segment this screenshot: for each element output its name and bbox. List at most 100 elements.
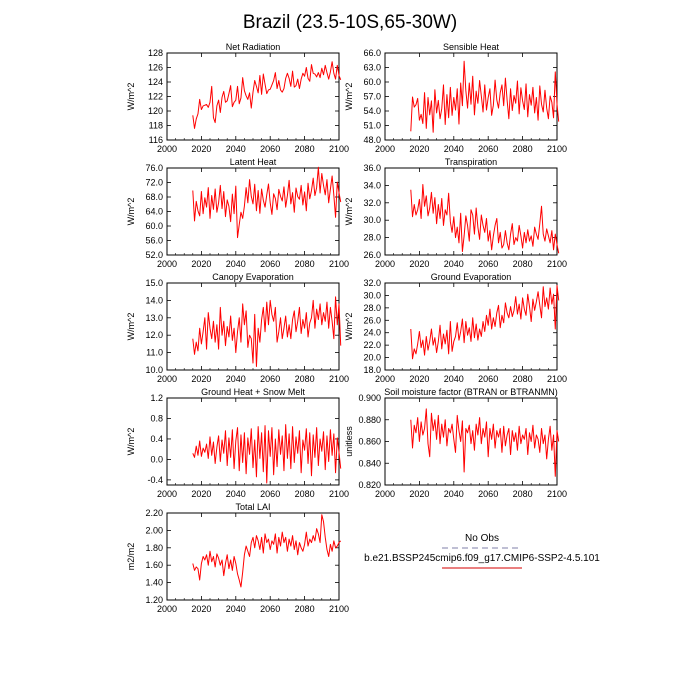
x-tick-label: 2040 [226,489,246,499]
series-line [192,296,342,368]
x-tick-label: 2000 [157,604,177,614]
x-tick-label: 2100 [329,259,349,269]
y-tick-label: 30.0 [363,215,381,225]
legend-model-label: b.e21.BSSP245cmip6.f09_g17.CMIP6-SSP2-4.… [364,553,600,564]
y-tick-label: 26.0 [363,315,381,325]
panel-title: Soil moisture factor (BTRAN or BTRANMN) [384,387,558,397]
x-tick-label: 2060 [260,489,280,499]
figure-title: Brazil (23.5-10S,65-30W) [243,12,457,33]
x-tick-label: 2060 [478,374,498,384]
x-tick-label: 2080 [513,144,533,154]
y-tick-label: 76.0 [145,163,163,173]
y-tick-label: 30.0 [363,290,381,300]
y-tick-label: 0.880 [358,415,381,425]
y-tick-label: 54.0 [363,106,381,116]
y-tick-label: 72.0 [145,178,163,188]
y-tick-label: 122 [148,92,163,102]
x-tick-label: 2040 [226,259,246,269]
x-tick-label: 2060 [478,144,498,154]
y-axis-label: W/m^2 [126,83,136,111]
x-tick-label: 2020 [191,604,211,614]
y-tick-label: 57.0 [363,92,381,102]
plot-frame [166,512,340,601]
y-axis-label: W/m^2 [126,313,136,341]
x-tick-label: 2100 [329,144,349,154]
panel-title: Transpiration [445,157,497,167]
x-tick-label: 2000 [375,259,395,269]
panel-canopy-evaporation: Canopy Evaporation 2000 2020 2040 2060 2080 21… [126,272,349,384]
y-tick-label: 2.00 [145,525,163,535]
y-tick-label: 0.840 [358,458,381,468]
x-tick-label: 2080 [295,374,315,384]
y-tick-label: 13.0 [145,313,163,323]
y-tick-label: 48.0 [363,135,381,145]
panel-latent-heat: Latent Heat 2000 2020 2040 2060 2080 2100 52.0 5… [126,157,349,269]
y-tick-label: 0.820 [358,480,381,490]
x-tick-label: 2060 [260,259,280,269]
x-tick-label: 2040 [226,374,246,384]
y-tick-label: 15.0 [145,278,163,288]
x-tick-label: 2000 [157,489,177,499]
x-tick-label: 2080 [513,259,533,269]
x-tick-label: 2040 [226,604,246,614]
y-tick-label: 126 [148,63,163,73]
x-tick-label: 2020 [409,144,429,154]
x-tick-label: 2040 [444,144,464,154]
y-tick-label: 1.2 [150,393,163,403]
y-tick-label: 0.4 [150,434,163,444]
x-tick-label: 2060 [478,259,498,269]
x-tick-label: 2040 [226,144,246,154]
panel-total-lai: Total LAI 2000 2020 2040 2060 2080 2100 1.20 1.4… [126,502,349,614]
x-tick-label: 2000 [375,374,395,384]
legend-obs-label: No Obs [465,533,499,544]
y-tick-label: 52.0 [145,250,163,260]
y-tick-label: 12.0 [145,330,163,340]
x-tick-label: 2020 [191,489,211,499]
y-tick-label: 64.0 [145,207,163,217]
series-line [192,166,342,239]
series-line [192,424,342,484]
y-tick-label: -0.4 [147,475,163,485]
y-tick-label: 0.860 [358,437,381,447]
y-tick-label: 24.0 [363,328,381,338]
y-tick-label: 1.80 [145,543,163,553]
y-tick-label: 0.8 [150,413,163,423]
y-axis-label: W/m^2 [344,313,354,341]
y-tick-label: 34.0 [363,180,381,190]
y-tick-label: 14.0 [145,295,163,305]
y-tick-label: 18.0 [363,365,381,375]
x-tick-label: 2100 [547,374,567,384]
x-tick-label: 2100 [547,144,567,154]
x-tick-label: 2080 [513,489,533,499]
x-tick-label: 2060 [260,604,280,614]
series-line [192,61,342,129]
series-line [192,514,342,588]
panel-title: Latent Heat [230,157,277,167]
y-axis-label: m2/m2 [126,543,136,571]
panel-transpiration: Transpiration 2000 2020 2040 2060 2080 2100 26.… [344,157,567,269]
y-tick-label: 0.900 [358,393,381,403]
x-tick-label: 2100 [329,374,349,384]
y-tick-label: 28.0 [363,233,381,243]
y-tick-label: 1.20 [145,595,163,605]
y-tick-label: 60.0 [145,221,163,231]
y-tick-label: 26.0 [363,250,381,260]
x-tick-label: 2060 [260,144,280,154]
y-tick-label: 56.0 [145,236,163,246]
x-tick-label: 2080 [295,259,315,269]
x-tick-label: 2100 [329,604,349,614]
x-tick-label: 2060 [478,489,498,499]
y-tick-label: 60.0 [363,77,381,87]
x-tick-label: 2000 [157,259,177,269]
panel-title: Ground Heat + Snow Melt [201,387,305,397]
y-tick-label: 32.0 [363,198,381,208]
x-tick-label: 2040 [444,489,464,499]
y-axis-label: W/m^2 [126,198,136,226]
panel-title: Total LAI [235,502,270,512]
x-tick-label: 2020 [409,489,429,499]
x-tick-label: 2060 [260,374,280,384]
y-axis-label: W/m^2 [126,428,136,456]
x-tick-label: 2080 [513,374,533,384]
x-tick-label: 2000 [375,489,395,499]
